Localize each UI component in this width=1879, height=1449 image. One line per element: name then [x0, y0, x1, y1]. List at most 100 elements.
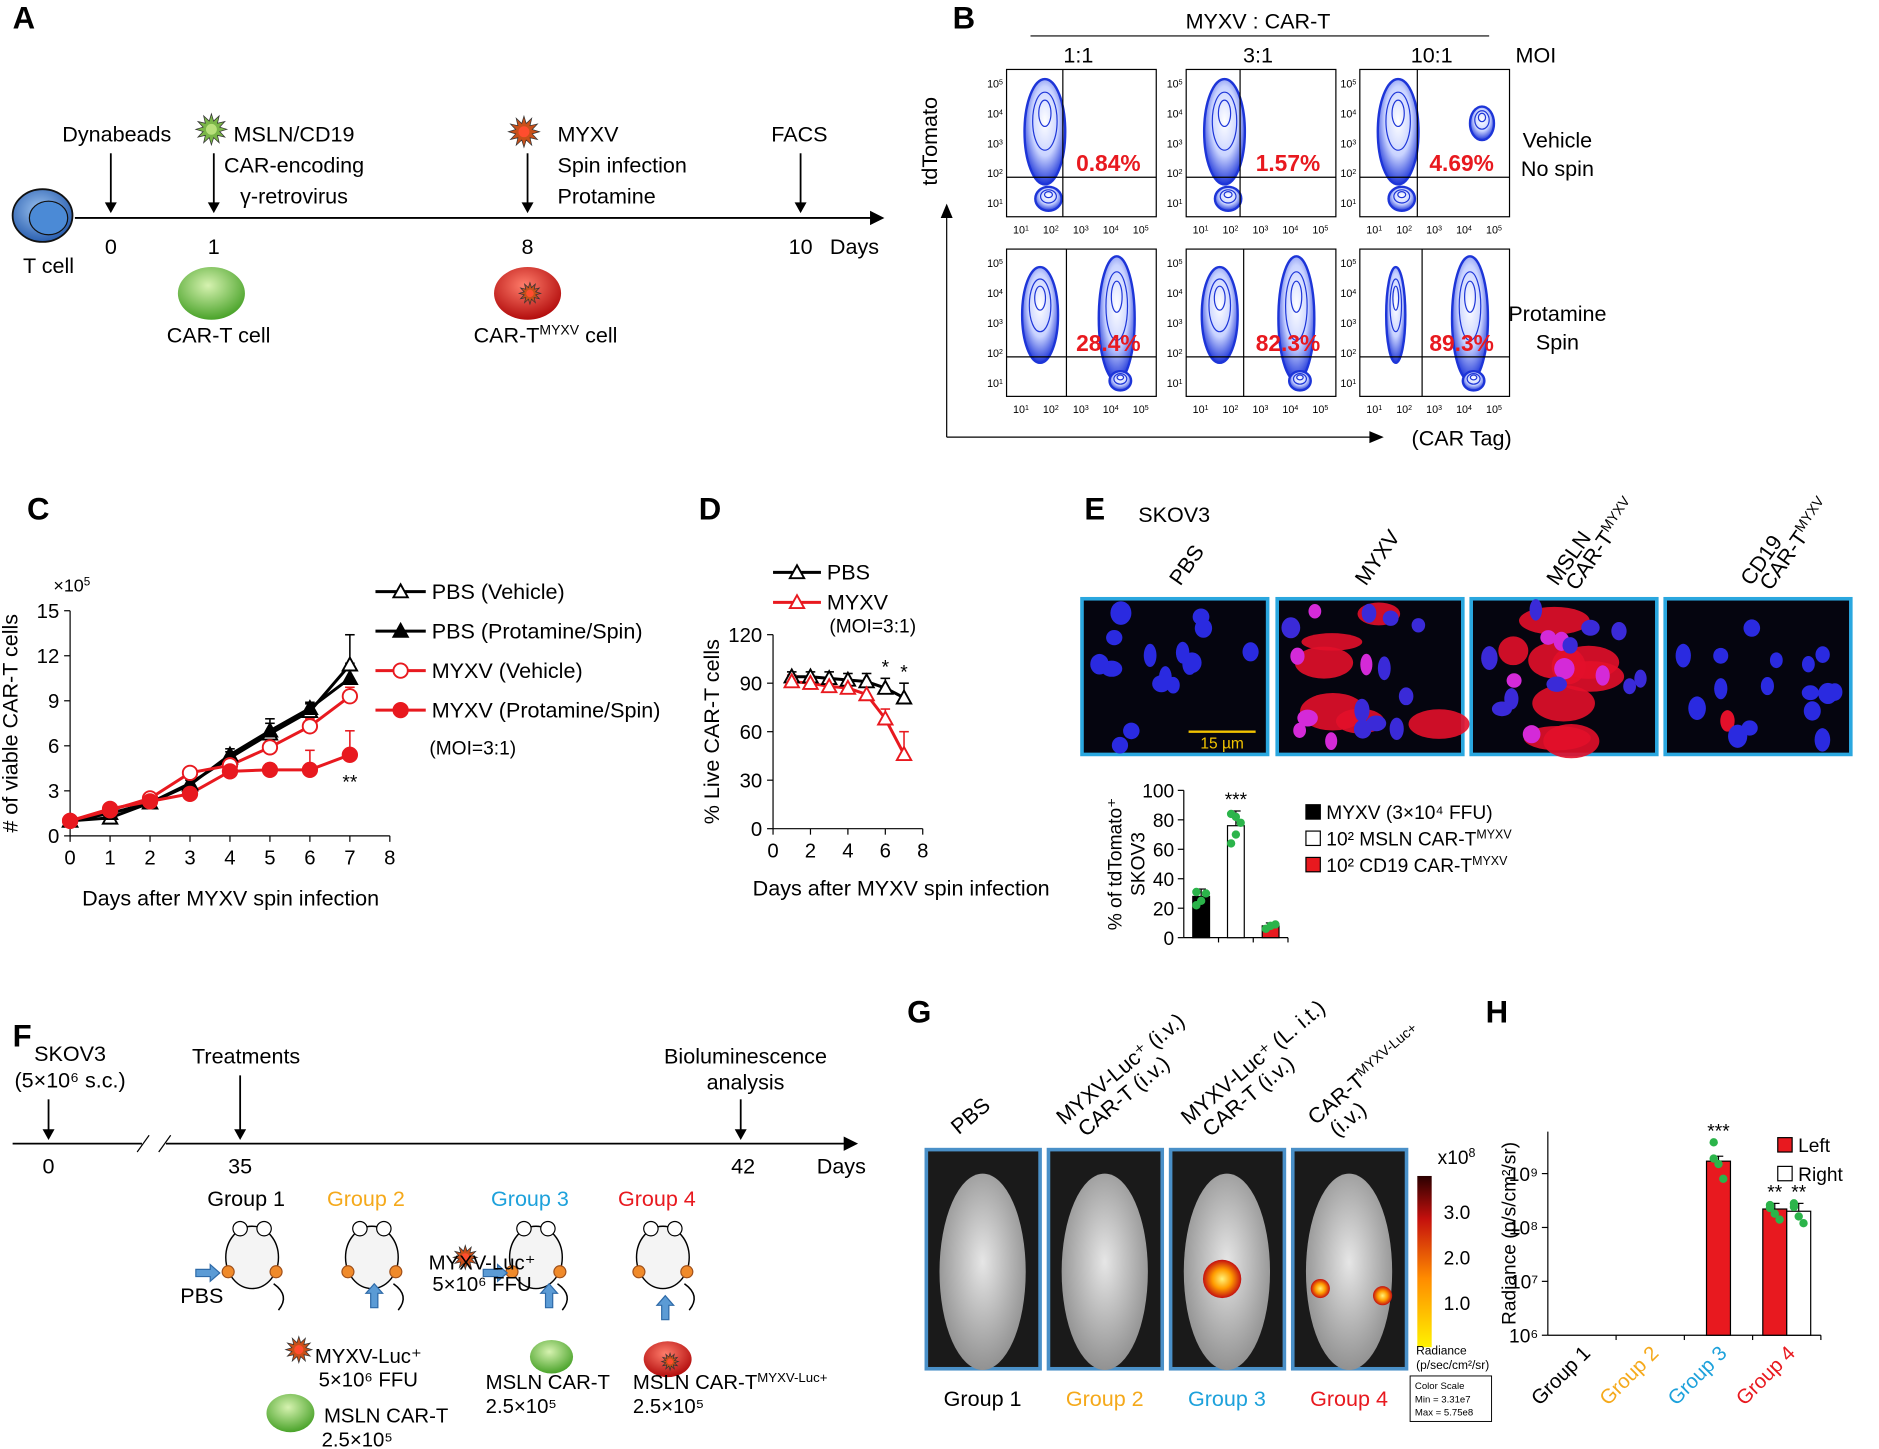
x-tick-label: 105	[1486, 225, 1502, 237]
significance: *	[882, 658, 890, 679]
legend-swatch	[1777, 1137, 1793, 1153]
superscript: 5	[1352, 259, 1356, 266]
x-tick-label: 4	[224, 848, 235, 870]
y-tick-label: 105	[987, 78, 1003, 90]
text-part: 10	[1340, 108, 1352, 120]
ratio: 10:1	[1411, 42, 1453, 67]
x-tick-label: 101	[1013, 225, 1029, 237]
car-t-cell	[177, 267, 245, 320]
superscript: 1	[1205, 405, 1209, 412]
y-tick-label: 104	[1167, 108, 1183, 120]
y-tick-label: 90	[740, 673, 763, 695]
text-part: 10	[1133, 225, 1145, 237]
group-label: Group 2	[327, 1186, 405, 1211]
superscript: 4	[1352, 109, 1356, 116]
infected-cell	[1498, 636, 1529, 666]
y-tick-label: 120	[728, 625, 762, 647]
legend-label: Left	[1798, 1136, 1831, 1157]
group-label: Group 1	[944, 1386, 1022, 1411]
legend-label: PBS (Protamine/Spin)	[432, 618, 643, 643]
text-part: 10	[1396, 225, 1408, 237]
text-part: 10	[987, 318, 999, 330]
x-axis-title: Days after MYXV spin infection	[82, 885, 379, 910]
x-tick-label: 0	[767, 840, 778, 862]
mouse-body	[635, 1225, 690, 1290]
text-part: 10	[1167, 78, 1179, 90]
superscript: 2	[999, 348, 1003, 355]
label: Days	[817, 1154, 866, 1179]
superscript: 1	[1352, 378, 1356, 385]
ratio: 1:1	[1063, 42, 1093, 67]
density	[1376, 77, 1420, 186]
data-point	[1714, 1159, 1723, 1169]
label: 5×10⁶ FFU	[319, 1370, 418, 1392]
row-label: Vehicle	[1523, 127, 1592, 152]
contour	[1217, 99, 1232, 128]
text-part: CAR-T	[474, 322, 540, 347]
image-label: MYXV	[1349, 525, 1405, 590]
nucleus	[1581, 619, 1600, 636]
text-part: ×10	[53, 576, 83, 596]
nucleus	[1743, 619, 1761, 637]
injection-arrow	[655, 1294, 675, 1321]
superscript: 4	[1468, 225, 1472, 232]
panel-label: E	[1084, 492, 1105, 527]
y-tick-label: 10⁷	[1510, 1273, 1538, 1294]
superscript: 2	[1055, 225, 1059, 232]
marker	[181, 785, 199, 802]
superscript: 5	[84, 575, 90, 588]
x-tick-label: 104	[1282, 225, 1298, 237]
legend-label: 10² CD19 CAR-TMYXV	[1326, 854, 1508, 877]
y-tick-label: 101	[1340, 198, 1356, 210]
superscript: 2	[1352, 348, 1356, 355]
contour	[1284, 271, 1308, 341]
data-point	[1765, 1203, 1775, 1213]
text-part: 10² CD19 CAR-T	[1326, 856, 1472, 877]
contour	[1474, 110, 1490, 130]
superscript: 3	[1179, 318, 1183, 325]
legend-marker	[391, 582, 410, 599]
row-label: Spin	[1536, 330, 1579, 355]
mouse-ear	[232, 1220, 248, 1237]
label: 15 µm	[1200, 735, 1244, 752]
y-tick-label: 3	[48, 781, 59, 803]
nucleus	[1713, 647, 1729, 664]
day-label: 42	[731, 1154, 755, 1179]
superscript: 1	[1179, 378, 1183, 385]
y-tick-label: 0	[751, 819, 762, 841]
marker	[261, 739, 279, 756]
text-part: 10	[1167, 198, 1179, 210]
superscript: MYXV	[1597, 493, 1633, 535]
virus-core	[526, 289, 534, 298]
legend-marker	[392, 701, 409, 719]
x-tick-label: 5	[264, 848, 275, 870]
car-t-cell	[529, 1340, 574, 1374]
label: 5×10⁶ FFU	[432, 1274, 531, 1296]
x-tick-label: 3	[184, 848, 195, 870]
superscript: 2	[1179, 348, 1183, 355]
x-tick-label: 103	[1252, 225, 1268, 237]
marker	[876, 678, 895, 695]
step-label: FACS	[771, 121, 827, 146]
label: Max = 5.75e8	[1415, 1407, 1473, 1418]
nucleus	[1377, 656, 1391, 681]
x-tick-label: 104	[1456, 225, 1472, 237]
superscript: 5	[1352, 79, 1356, 86]
text-part: 10	[1340, 258, 1352, 270]
marker	[857, 685, 876, 702]
superscript: 5	[1498, 225, 1502, 232]
legend-label: PBS (Vehicle)	[432, 579, 565, 604]
image-label: PBS	[946, 1092, 995, 1139]
y-tick-label: 102	[1340, 168, 1356, 180]
y-tick-label: 102	[1167, 348, 1183, 360]
x-tick-label: 105	[1133, 225, 1149, 237]
arrow-head	[42, 1129, 55, 1141]
y-tick-label: 60	[740, 722, 763, 744]
virus-core	[667, 1358, 673, 1365]
text-part: 10	[987, 168, 999, 180]
micrograph	[1080, 596, 1270, 757]
contour	[1296, 374, 1304, 381]
nucleus	[1769, 652, 1783, 669]
percent: 28.4%	[1076, 330, 1141, 356]
nucleus	[1090, 653, 1109, 675]
